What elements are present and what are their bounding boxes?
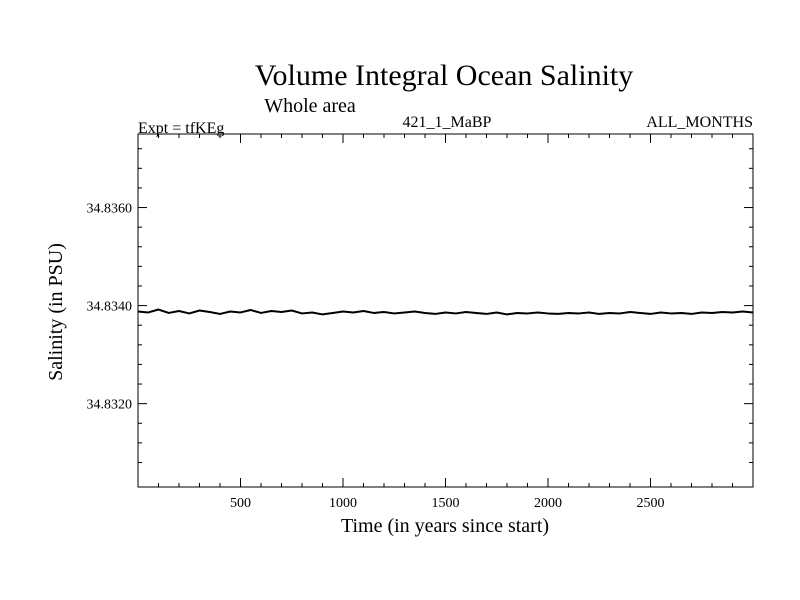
series-line [137, 308, 754, 316]
x-axis-label: Time (in years since start) [341, 515, 549, 537]
x-tick-label: 2500 [637, 496, 665, 511]
y-tick-label: 34.8360 [87, 202, 133, 217]
y-tick-label: 34.8340 [87, 300, 133, 315]
x-tick-label: 2000 [534, 496, 562, 511]
chart-title: Volume Integral Ocean Salinity [255, 59, 634, 92]
x-tick-label: 500 [230, 496, 251, 511]
experiment-label: Expt = tfKEg [138, 120, 224, 137]
axis-ticks: 500 1000 1500 2000 2500 34.8320 34.8340 34.8360 [87, 134, 753, 511]
x-tick-label: 1000 [329, 496, 357, 511]
period-label: ALL_MONTHS [646, 114, 753, 131]
series-layer [137, 308, 754, 316]
x-tick-label: 1500 [432, 496, 460, 511]
run-label: 421_1_MaBP [403, 114, 492, 131]
y-tick-label: 34.8320 [87, 398, 133, 413]
chart-subtitle: Whole area [264, 95, 356, 117]
y-axis-label: Salinity (in PSU) [45, 243, 67, 381]
